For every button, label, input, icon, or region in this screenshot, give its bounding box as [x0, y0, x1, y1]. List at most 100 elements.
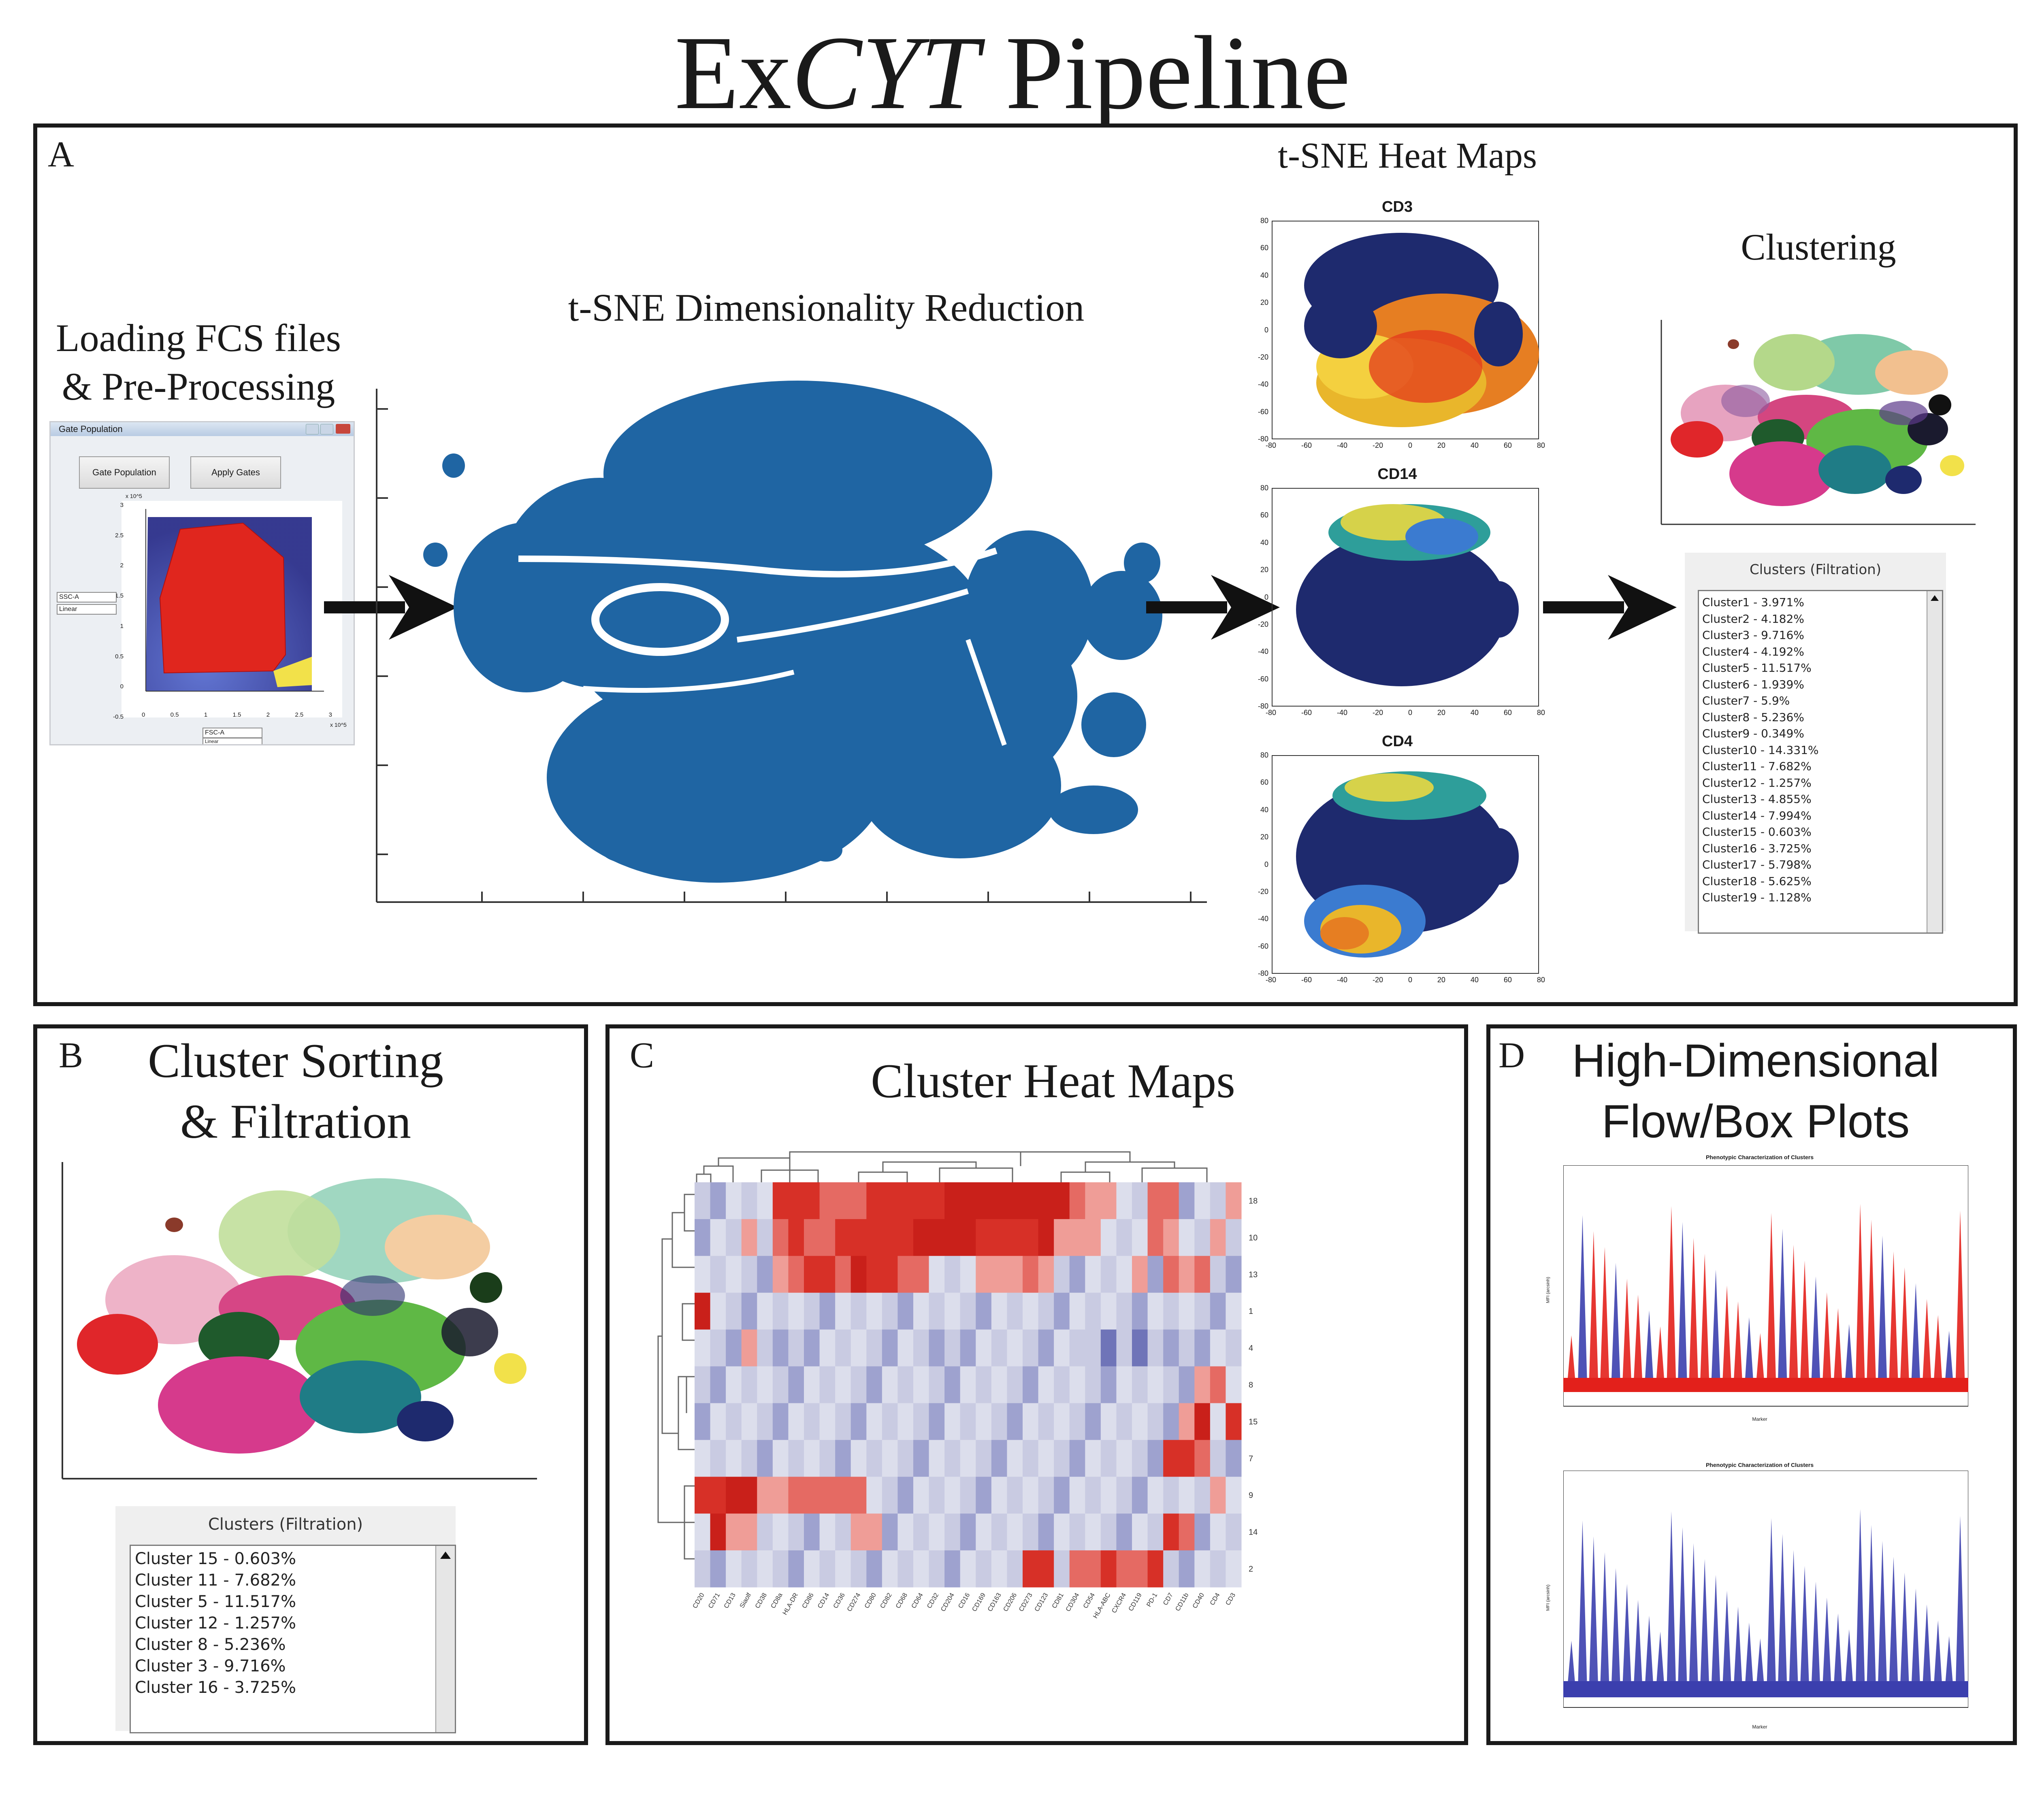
heatmap-cell: [1023, 1366, 1039, 1403]
y-scale-select[interactable]: Linear: [57, 604, 117, 615]
list-item[interactable]: Cluster8 - 5.236%: [1702, 710, 1804, 724]
gate-plot[interactable]: [122, 501, 342, 717]
heatmap-col-label: CD13: [723, 1592, 737, 1609]
heatmap-cell: [772, 1550, 789, 1588]
list-item[interactable]: Cluster9 - 0.349%: [1702, 727, 1804, 740]
flow-spike: [1933, 1315, 1943, 1392]
heatmap-cd4[interactable]: CD4 80 60 40 20 0 -20 -40 -60 -80 -80 -60 -40 -20 0 2…: [1247, 733, 1547, 992]
list-item[interactable]: Cluster1 - 3.971%: [1702, 596, 1804, 609]
gate-x-tick: 0.5: [170, 711, 179, 718]
gate-x-tick: 2: [266, 711, 270, 718]
heatmap-cell: [710, 1292, 726, 1330]
window-minimize-icon[interactable]: [306, 424, 319, 434]
list-item[interactable]: Cluster12 - 1.257%: [1702, 776, 1812, 790]
list-item[interactable]: Cluster2 - 4.182%: [1702, 612, 1804, 626]
heatmap-cell: [1132, 1403, 1148, 1440]
list-item[interactable]: Cluster5 - 11.517%: [1702, 661, 1812, 675]
heatmap-cell: [897, 1550, 914, 1588]
panel-c-title: Cluster Heat Maps: [871, 1054, 1235, 1108]
list-item[interactable]: Cluster4 - 4.192%: [1702, 645, 1804, 658]
heatmap-col-label: CD68: [895, 1592, 909, 1609]
list-item[interactable]: Cluster19 - 1.128%: [1702, 891, 1812, 904]
heatmap-cell: [804, 1366, 820, 1403]
list-item[interactable]: Cluster3 - 9.716%: [1702, 628, 1804, 642]
list-item[interactable]: Cluster10 - 14.331%: [1702, 743, 1819, 757]
flow-spike: [1788, 1550, 1799, 1697]
tsne-plot[interactable]: [373, 381, 1211, 907]
heatmap-cell: [757, 1182, 773, 1220]
x-axis-select[interactable]: FSC-A: [202, 728, 262, 738]
heatmap-cell: [929, 1329, 945, 1367]
heatmap-cell: [897, 1513, 914, 1551]
flow-plot-2[interactable]: Phenotypic Characterization of Clusters …: [1545, 1462, 1972, 1733]
heat-x-tick: -60: [1301, 709, 1312, 717]
heatmap-cell: [1038, 1440, 1054, 1477]
clustering-plot[interactable]: [1660, 320, 1976, 526]
gate-x-tick: 1.5: [232, 711, 241, 718]
list-item[interactable]: Cluster 8 - 5.236%: [135, 1635, 286, 1654]
list-item[interactable]: Cluster15 - 0.603%: [1702, 825, 1812, 839]
cluster-sorting-plot[interactable]: [61, 1162, 539, 1482]
list-item[interactable]: Cluster13 - 4.855%: [1702, 792, 1812, 806]
scroll-up-arrow-icon[interactable]: [440, 1552, 451, 1559]
heat-y-tick: 60: [1260, 511, 1268, 519]
heatmap-cell: [1210, 1477, 1226, 1514]
heatmap-col-label: Siaolf: [739, 1592, 753, 1609]
heatmap-cell: [1194, 1403, 1211, 1440]
heatmap-col-label: HLA-DR: [782, 1592, 800, 1616]
heatmap-cell: [882, 1219, 898, 1256]
list-item[interactable]: Cluster 11 - 7.682%: [135, 1571, 296, 1590]
heatmap-cell: [913, 1440, 929, 1477]
gate-y-exponent: x 10^5: [126, 493, 142, 499]
list-item[interactable]: Cluster 12 - 1.257%: [135, 1614, 296, 1633]
window-close-icon[interactable]: [336, 424, 350, 434]
heatmap-cell: [1210, 1440, 1226, 1477]
heat-y-tick: 0: [1264, 860, 1268, 868]
heatmap-cell: [1179, 1329, 1195, 1367]
heat-y-tick: 80: [1260, 751, 1268, 759]
heatmap-cell: [866, 1219, 882, 1256]
list-item[interactable]: Cluster7 - 5.9%: [1702, 694, 1790, 707]
list-item[interactable]: Cluster 16 - 3.725%: [135, 1678, 296, 1697]
y-axis-select[interactable]: SSC-A: [57, 592, 117, 602]
list-item[interactable]: Cluster11 - 7.682%: [1702, 760, 1812, 773]
flow-baseline-band: [1563, 1681, 1968, 1697]
scroll-up-arrow-icon[interactable]: [1931, 595, 1939, 601]
heatmap-cell: [976, 1256, 992, 1293]
heatmap-cell: [804, 1219, 820, 1256]
list-item[interactable]: Cluster14 - 7.994%: [1702, 809, 1812, 822]
heatmap-cell: [960, 1292, 976, 1330]
heatmap-cell: [1163, 1256, 1179, 1293]
cluster-list-scrollbar[interactable]: [1927, 591, 1942, 932]
cluster-list[interactable]: Cluster1 - 3.971% Cluster2 - 4.182% Clus…: [1698, 590, 1943, 934]
heatmap-cell: [882, 1440, 898, 1477]
heatmap-cell: [913, 1403, 929, 1440]
flow-spike: [1800, 1566, 1810, 1697]
x-scale-select[interactable]: Linear: [202, 738, 262, 744]
list-item[interactable]: Cluster 3 - 9.716%: [135, 1657, 286, 1675]
list-item[interactable]: Cluster16 - 3.725%: [1702, 841, 1812, 855]
heatmap-cell: [897, 1219, 914, 1256]
list-item[interactable]: Cluster6 - 1.939%: [1702, 677, 1804, 691]
heatmap-cell: [772, 1292, 789, 1330]
list-item[interactable]: Cluster 5 - 11.517%: [135, 1592, 296, 1611]
filtration-list[interactable]: Cluster 15 - 0.603% Cluster 11 - 7.682% …: [130, 1545, 456, 1733]
flow-plot-1[interactable]: Phenotypic Characterization of Clusters …: [1545, 1154, 1972, 1425]
heatmap-cd3[interactable]: CD3 80 60 40 20 0 -20 -40 -60 -80 -80 -60 -40 -20 0 2…: [1247, 198, 1547, 458]
list-item[interactable]: Cluster17 - 5.798%: [1702, 858, 1812, 871]
list-item[interactable]: Cluster18 - 5.625%: [1702, 874, 1812, 888]
list-item[interactable]: Cluster 15 - 0.603%: [135, 1550, 296, 1568]
heatmap-cell: [882, 1403, 898, 1440]
heatmap-cell: [1194, 1182, 1211, 1220]
heat-x-tick: -60: [1301, 441, 1312, 449]
gate-population-button[interactable]: Gate Population: [79, 456, 170, 489]
gate-x-ticks: 0 0.5 1 1.5 2 2.5 3: [142, 711, 332, 718]
heatmap-cell: [835, 1182, 851, 1220]
heatmap-cd14[interactable]: CD14 80 60 40 20 0 -20 -40 -60 -80 -80 -60 -40 -20 0…: [1247, 466, 1547, 725]
window-maximize-icon[interactable]: [320, 424, 333, 434]
heatmap-cell: [1100, 1366, 1117, 1403]
filtration-list-scrollbar[interactable]: [435, 1546, 455, 1732]
apply-gates-button[interactable]: Apply Gates: [190, 456, 281, 489]
